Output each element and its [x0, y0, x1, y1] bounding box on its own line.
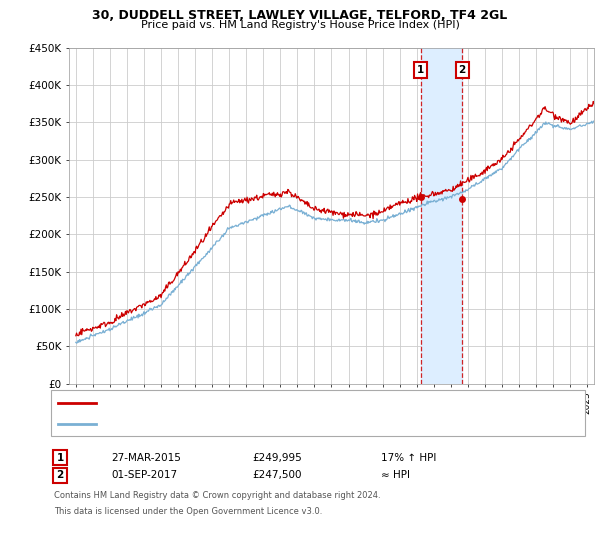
- Text: 2: 2: [56, 470, 64, 480]
- Text: £247,500: £247,500: [252, 470, 302, 480]
- Text: 17% ↑ HPI: 17% ↑ HPI: [381, 452, 436, 463]
- Text: 30, DUDDELL STREET, LAWLEY VILLAGE, TELFORD, TF4 2GL: 30, DUDDELL STREET, LAWLEY VILLAGE, TELF…: [92, 9, 508, 22]
- Text: ≈ HPI: ≈ HPI: [381, 470, 410, 480]
- Text: Contains HM Land Registry data © Crown copyright and database right 2024.: Contains HM Land Registry data © Crown c…: [54, 491, 380, 500]
- Text: £249,995: £249,995: [252, 452, 302, 463]
- Text: HPI: Average price, detached house, Telford and Wrekin: HPI: Average price, detached house, Telf…: [102, 419, 366, 428]
- Text: 2: 2: [458, 65, 466, 75]
- Text: This data is licensed under the Open Government Licence v3.0.: This data is licensed under the Open Gov…: [54, 507, 322, 516]
- Text: 01-SEP-2017: 01-SEP-2017: [111, 470, 177, 480]
- Text: 1: 1: [417, 65, 424, 75]
- Bar: [421, 48, 462, 384]
- Text: 27-MAR-2015: 27-MAR-2015: [111, 452, 181, 463]
- Text: Price paid vs. HM Land Registry's House Price Index (HPI): Price paid vs. HM Land Registry's House …: [140, 20, 460, 30]
- Text: 30, DUDDELL STREET, LAWLEY VILLAGE, TELFORD, TF4 2GL (detached house): 30, DUDDELL STREET, LAWLEY VILLAGE, TELF…: [102, 398, 471, 407]
- Text: 1: 1: [56, 452, 64, 463]
